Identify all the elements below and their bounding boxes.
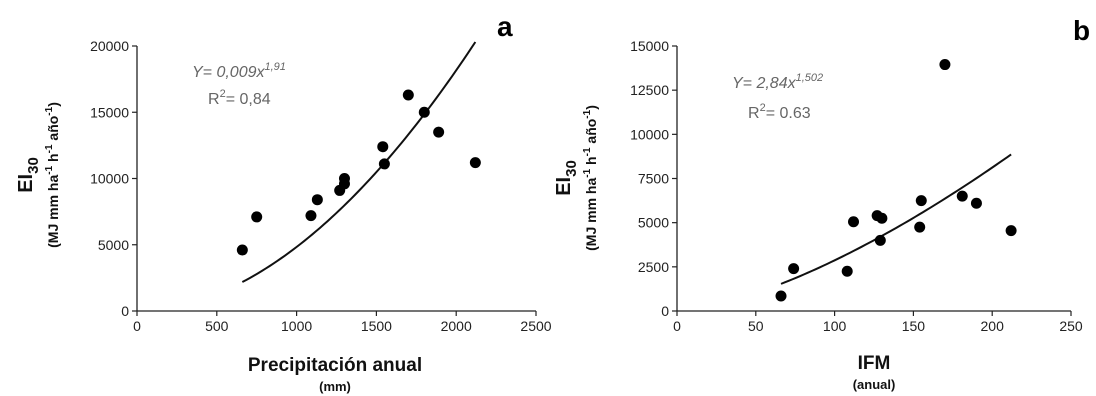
data-point-b <box>775 290 787 302</box>
y-tick-label-b: 15000 <box>630 38 669 54</box>
y-axis-unit-b: (MJ mm ha-1 h-1 año-1) <box>582 105 599 251</box>
x-tick-label-b: 100 <box>823 318 847 334</box>
equation-a-base: Y= 0,009x <box>192 64 266 81</box>
data-point-a <box>377 141 389 153</box>
x-tick-label-b: 50 <box>748 318 764 334</box>
data-point-a <box>338 173 350 184</box>
y-axis-title-a: EI30 (MJ mm ha-1 h-1 año-1) <box>15 102 61 248</box>
r-squared-b-prefix: R <box>748 105 760 122</box>
y-tick-label-b: 0 <box>661 303 669 319</box>
r-squared-b: R2= 0.63 <box>748 102 811 122</box>
data-point-b <box>874 234 886 246</box>
equation-a-exponent: 1,91 <box>265 61 286 73</box>
y-axis-label-b: EI30 <box>553 160 580 196</box>
y-tick-label-b: 12500 <box>630 82 669 98</box>
y-tick-label-b: 10000 <box>630 126 669 142</box>
r-squared-b-value: = 0.63 <box>766 105 811 122</box>
x-tick-label-b: 150 <box>902 318 926 334</box>
panel-label-a: a <box>497 11 513 42</box>
x-tick-label-a: 1000 <box>281 318 312 334</box>
y-tick-label-b: 5000 <box>638 215 669 231</box>
panel-a: a EI30 (MJ mm ha-1 h-1 año-1) Precipitac… <box>15 11 552 394</box>
x-tick-label-b: 0 <box>673 318 681 334</box>
x-tick-label-a: 2000 <box>441 318 472 334</box>
equation-b: Y= 2,84x1,502 <box>732 72 823 92</box>
r-squared-a-exp: 2 <box>220 88 226 100</box>
panel-label-b: b <box>1073 15 1090 46</box>
y-tick-label-b: 7500 <box>638 171 669 187</box>
y-axis-label-a: EI30 <box>15 157 42 193</box>
data-point-a <box>378 158 390 170</box>
x-tick-label-a: 0 <box>133 318 141 334</box>
data-point-b <box>876 212 888 224</box>
data-point-a <box>305 210 317 222</box>
fit-curve-b <box>780 153 1012 285</box>
y-tick-label-a: 20000 <box>90 38 129 54</box>
equation-b-base: Y= 2,84x <box>732 75 797 92</box>
y-tick-label-a: 0 <box>121 303 129 319</box>
y-tick-label-b: 2500 <box>638 259 669 275</box>
data-point-b <box>914 221 926 233</box>
data-point-b <box>788 263 800 275</box>
x-axis-sublabel-a: (mm) <box>319 379 351 394</box>
data-point-a <box>402 89 414 101</box>
data-point-a <box>469 157 481 169</box>
equation-b-exponent: 1,502 <box>796 72 824 84</box>
data-point-b <box>939 59 951 71</box>
y-axis-label-sub-a: 30 <box>25 157 42 174</box>
data-point-b <box>956 190 968 202</box>
data-point-a <box>418 106 430 118</box>
fit-curve-a <box>241 41 477 283</box>
data-point-b <box>841 265 853 277</box>
x-axis-label-b: IFM <box>858 353 891 374</box>
y-axis-label-main-b: EI <box>553 177 575 196</box>
data-point-b <box>970 197 982 209</box>
panel-b: b EI30 (MJ mm ha-1 h-1 año-1) IFM (anual… <box>553 15 1090 392</box>
x-tick-label-b: 250 <box>1059 318 1083 334</box>
data-point-a <box>251 211 263 223</box>
data-point-b <box>915 195 927 207</box>
r-squared-b-exp: 2 <box>760 102 766 114</box>
data-point-a <box>433 126 445 138</box>
r-squared-a-value: = 0,84 <box>226 91 271 108</box>
y-axis-unit-a: (MJ mm ha-1 h-1 año-1) <box>44 102 61 248</box>
y-tick-label-a: 10000 <box>90 171 129 187</box>
x-tick-label-a: 2500 <box>520 318 551 334</box>
x-axis-label-a: Precipitación anual <box>248 355 422 376</box>
r-squared-a: R2= 0,84 <box>208 88 271 108</box>
r-squared-a-prefix: R <box>208 91 220 108</box>
y-tick-label-a: 15000 <box>90 104 129 120</box>
x-tick-label-b: 200 <box>981 318 1005 334</box>
x-tick-label-a: 1500 <box>361 318 392 334</box>
data-point-b <box>848 216 860 228</box>
y-axis-title-b: EI30 (MJ mm ha-1 h-1 año-1) <box>553 105 599 251</box>
data-point-a <box>311 194 323 206</box>
data-point-b <box>1005 225 1017 237</box>
data-point-a <box>236 244 248 256</box>
y-axis-label-main-a: EI <box>15 174 37 193</box>
x-axis-sublabel-b: (anual) <box>853 377 896 392</box>
y-tick-label-a: 5000 <box>98 237 129 253</box>
equation-a: Y= 0,009x1,91 <box>192 61 286 81</box>
y-axis-label-sub-b: 30 <box>563 160 580 177</box>
x-tick-label-a: 500 <box>205 318 229 334</box>
